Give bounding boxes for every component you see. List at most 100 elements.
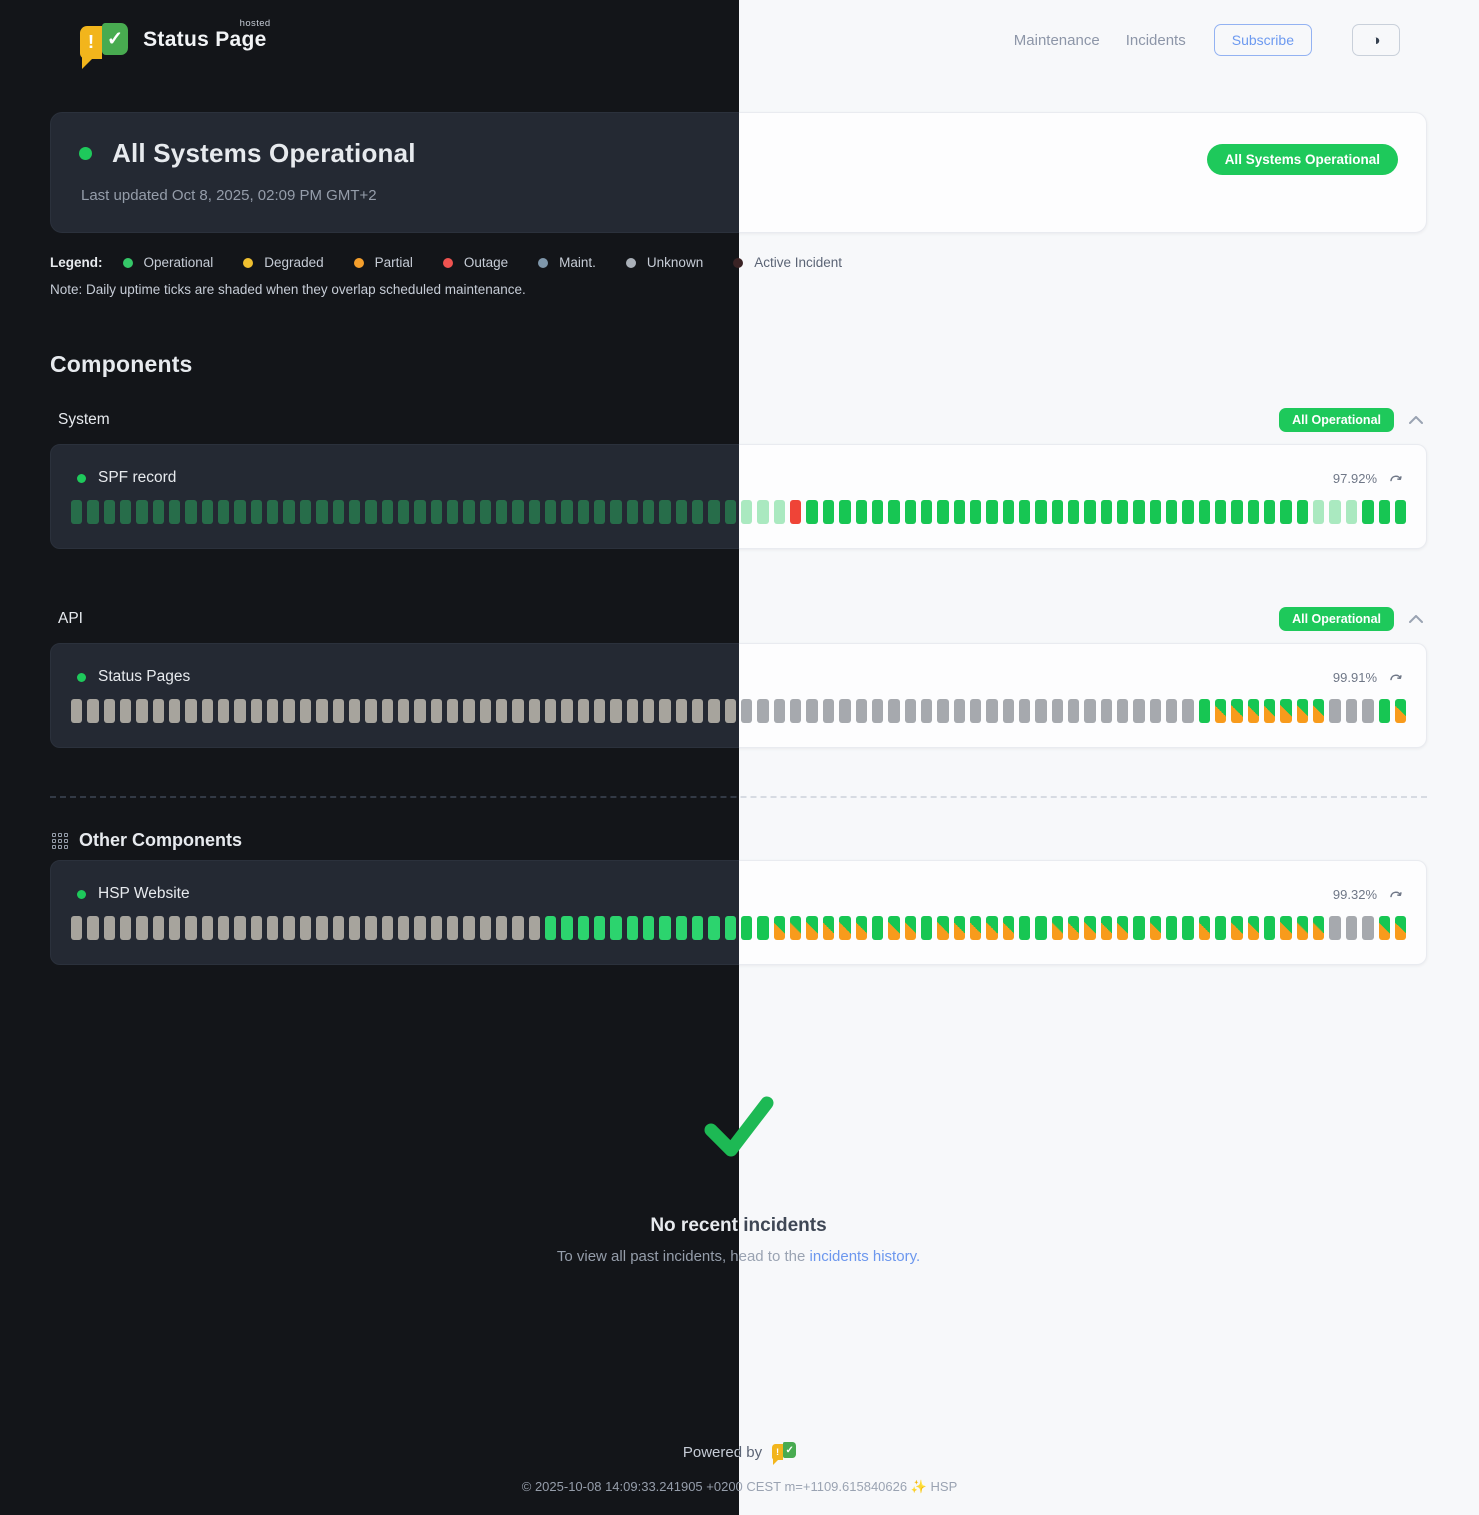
- tick-unknown[interactable]: [757, 699, 769, 723]
- tick-operational[interactable]: [1394, 500, 1407, 524]
- tick-unknown[interactable]: [1345, 916, 1358, 940]
- tick-maintenance-mixed[interactable]: [904, 916, 916, 940]
- tick-unknown[interactable]: [806, 699, 818, 723]
- footer-logo-icon[interactable]: ! ✓: [772, 1441, 797, 1465]
- tick-operational[interactable]: [1378, 699, 1390, 723]
- tick-operational[interactable]: [871, 916, 884, 940]
- tick-operational-shaded[interactable]: [218, 500, 230, 524]
- tick-unknown[interactable]: [512, 916, 524, 940]
- brand[interactable]: ! ✓ hosted Status Page: [80, 18, 270, 69]
- tick-operational-shaded[interactable]: [381, 500, 393, 524]
- tick-unknown[interactable]: [871, 699, 884, 723]
- tick-operational-shaded[interactable]: [724, 500, 737, 524]
- tick-operational[interactable]: [610, 916, 622, 940]
- tick-operational[interactable]: [1182, 916, 1194, 940]
- tick-unknown[interactable]: [741, 699, 753, 723]
- tick-operational-shaded[interactable]: [594, 500, 606, 524]
- tick-maintenance-mixed[interactable]: [1280, 916, 1292, 940]
- tick-operational-shaded[interactable]: [1345, 500, 1358, 524]
- tick-unknown[interactable]: [495, 699, 508, 723]
- tick-maintenance-mixed[interactable]: [1198, 916, 1211, 940]
- tick-operational[interactable]: [1247, 500, 1260, 524]
- tick-unknown[interactable]: [1149, 699, 1162, 723]
- tick-operational-shaded[interactable]: [299, 500, 312, 524]
- tick-unknown[interactable]: [888, 699, 900, 723]
- tick-maintenance-mixed[interactable]: [937, 916, 949, 940]
- tick-unknown[interactable]: [1002, 699, 1014, 723]
- tick-unknown[interactable]: [1362, 916, 1374, 940]
- tick-unknown[interactable]: [1067, 699, 1080, 723]
- tick-unknown[interactable]: [103, 916, 116, 940]
- tick-unknown[interactable]: [120, 916, 132, 940]
- tick-operational[interactable]: [561, 916, 573, 940]
- tick-unknown[interactable]: [1084, 699, 1096, 723]
- tick-operational-shaded[interactable]: [675, 500, 688, 524]
- tick-maintenance-mixed[interactable]: [822, 916, 835, 940]
- tick-maintenance-mixed[interactable]: [806, 916, 818, 940]
- tick-operational-shaded[interactable]: [152, 500, 165, 524]
- tick-maintenance-mixed[interactable]: [969, 916, 982, 940]
- tick-maintenance-mixed[interactable]: [1313, 699, 1325, 723]
- tick-unknown[interactable]: [1133, 699, 1145, 723]
- tick-operational-shaded[interactable]: [479, 500, 491, 524]
- tick-operational-shaded[interactable]: [643, 500, 655, 524]
- tick-operational[interactable]: [937, 500, 949, 524]
- tick-unknown[interactable]: [234, 916, 246, 940]
- tick-maintenance-mixed[interactable]: [1002, 916, 1014, 940]
- tick-unknown[interactable]: [986, 699, 998, 723]
- tick-unknown[interactable]: [724, 699, 737, 723]
- tick-unknown[interactable]: [446, 699, 459, 723]
- tick-operational[interactable]: [1018, 916, 1031, 940]
- tick-operational[interactable]: [1215, 916, 1227, 940]
- tick-maintenance-mixed[interactable]: [1247, 916, 1260, 940]
- tick-unknown[interactable]: [790, 699, 802, 723]
- tick-operational-shaded[interactable]: [332, 500, 344, 524]
- tick-operational[interactable]: [1149, 500, 1162, 524]
- tick-operational-shaded[interactable]: [1329, 500, 1341, 524]
- tick-operational-shaded[interactable]: [512, 500, 524, 524]
- tick-operational[interactable]: [1231, 500, 1243, 524]
- tick-operational[interactable]: [822, 500, 835, 524]
- tick-unknown[interactable]: [267, 916, 279, 940]
- tick-operational[interactable]: [1166, 916, 1178, 940]
- tick-unknown[interactable]: [463, 699, 475, 723]
- tick-unknown[interactable]: [218, 699, 230, 723]
- tick-maintenance-mixed[interactable]: [1215, 699, 1227, 723]
- tick-operational-shaded[interactable]: [692, 500, 704, 524]
- tick-operational[interactable]: [806, 500, 818, 524]
- tick-unknown[interactable]: [185, 699, 197, 723]
- tick-operational-shaded[interactable]: [348, 500, 361, 524]
- tick-unknown[interactable]: [528, 916, 540, 940]
- tick-unknown[interactable]: [1051, 699, 1063, 723]
- tick-unknown[interactable]: [512, 699, 524, 723]
- tick-maintenance-mixed[interactable]: [1051, 916, 1063, 940]
- refresh-button[interactable]: [1389, 671, 1402, 683]
- tick-operational[interactable]: [757, 916, 769, 940]
- tick-operational[interactable]: [1198, 699, 1211, 723]
- tick-operational-shaded[interactable]: [773, 500, 786, 524]
- tick-unknown[interactable]: [561, 699, 573, 723]
- tick-operational-shaded[interactable]: [1313, 500, 1325, 524]
- tick-unknown[interactable]: [365, 916, 377, 940]
- tick-operational-shaded[interactable]: [528, 500, 540, 524]
- tick-operational[interactable]: [969, 500, 982, 524]
- tick-operational[interactable]: [1296, 500, 1309, 524]
- tick-unknown[interactable]: [381, 916, 393, 940]
- tick-operational-shaded[interactable]: [185, 500, 197, 524]
- tick-operational[interactable]: [1182, 500, 1194, 524]
- tick-unknown[interactable]: [659, 699, 671, 723]
- tick-unknown[interactable]: [283, 699, 295, 723]
- tick-operational-shaded[interactable]: [316, 500, 328, 524]
- tick-maintenance-mixed[interactable]: [1280, 699, 1292, 723]
- tick-unknown[interactable]: [299, 916, 312, 940]
- tick-operational[interactable]: [659, 916, 671, 940]
- tick-operational[interactable]: [1198, 500, 1211, 524]
- tick-operational[interactable]: [594, 916, 606, 940]
- tick-operational[interactable]: [1067, 500, 1080, 524]
- tick-unknown[interactable]: [937, 699, 949, 723]
- tick-operational-shaded[interactable]: [234, 500, 246, 524]
- tick-unknown[interactable]: [71, 699, 83, 723]
- tick-unknown[interactable]: [1117, 699, 1129, 723]
- tick-operational[interactable]: [1378, 500, 1390, 524]
- tick-operational[interactable]: [920, 500, 933, 524]
